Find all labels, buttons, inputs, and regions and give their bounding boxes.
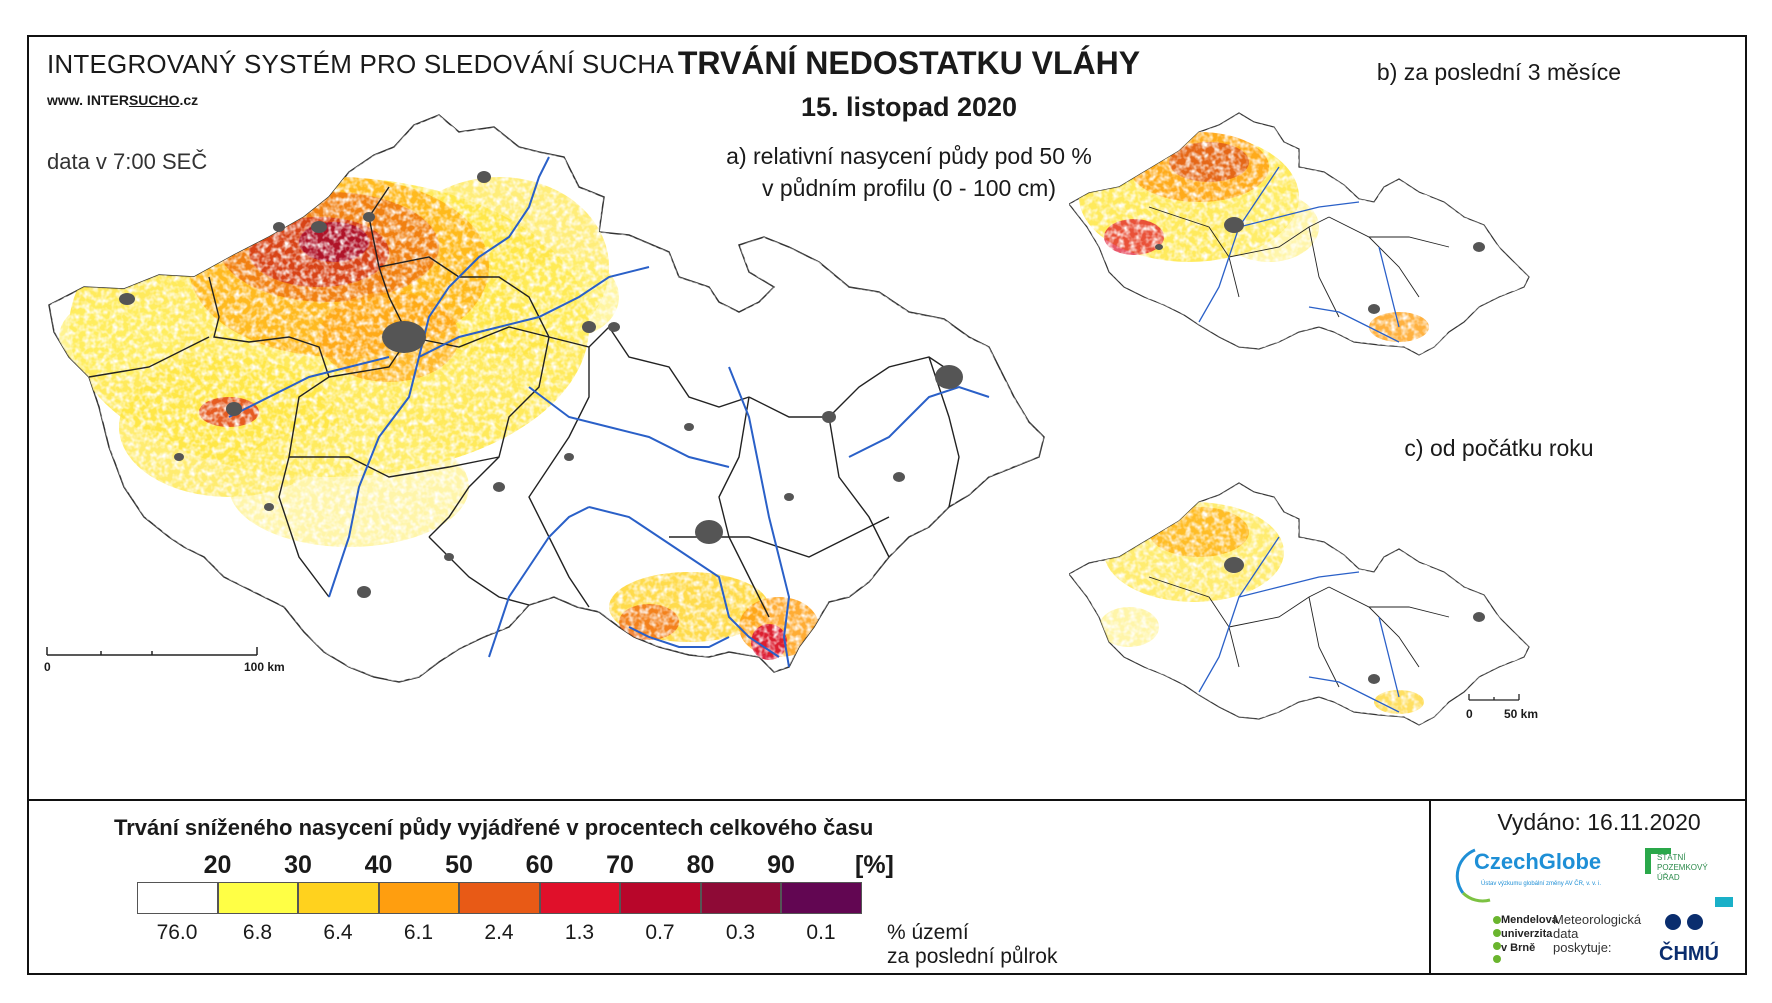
inset-c-map <box>1069 482 1530 726</box>
main-scale-end: 100 km <box>244 660 285 674</box>
legend-class-box <box>137 882 218 914</box>
met-credit-line1: Meteorologická <box>1553 912 1642 927</box>
legend-class-share: 2.4 <box>484 921 514 944</box>
legend-class-box <box>217 882 298 914</box>
chmu-logo: ČHMÚ <box>1659 943 1719 965</box>
legend-class-box <box>378 882 459 914</box>
spu-logo: STÁTNÍ POZEMKOVÝ ÚŘAD <box>1657 853 1708 883</box>
legend-threshold: 30 <box>284 851 312 879</box>
mendel-logo-line2: univerzita <box>1501 928 1553 940</box>
map-subtitle-line2: v půdním profilu (0 - 100 cm) <box>761 175 1056 201</box>
data-time-note: data v 7:00 SEČ <box>47 149 208 174</box>
legend-threshold: 60 <box>525 851 554 879</box>
legend-note-line1: % území <box>887 921 969 944</box>
legend-class-share: 6.4 <box>323 921 353 944</box>
inset-b-map <box>1069 112 1530 356</box>
spu-logo-line2: POZEMKOVÝ <box>1657 863 1708 872</box>
legend-threshold: 50 <box>445 851 473 879</box>
legend-threshold: 20 <box>203 851 232 879</box>
legend-class-share: 6.1 <box>403 921 434 944</box>
inset-b-title: b) za poslední 3 měsíce <box>1376 59 1622 85</box>
website-suffix: .cz <box>179 92 199 108</box>
website-link[interactable]: www. INTERSUCHO.cz <box>47 92 198 108</box>
legend-note-line2: za poslední půlrok <box>887 945 1058 968</box>
legend-threshold: 70 <box>606 851 634 879</box>
legend-class-share: 0.3 <box>725 921 756 944</box>
legend-class-box <box>700 882 781 914</box>
legend-title: Trvání sníženého nasycení půdy vyjádřené… <box>114 815 874 840</box>
spu-logo-line1: STÁTNÍ <box>1657 853 1686 862</box>
main-drought-map <box>46 114 1045 683</box>
main-scale-bar <box>46 647 258 656</box>
legend-class-box <box>459 882 540 914</box>
mendel-logo-line1: Mendelova <box>1501 914 1558 926</box>
rivers <box>228 156 990 668</box>
legend-class-box <box>298 882 379 914</box>
cities <box>119 171 963 598</box>
czechglobe-logo-subtitle: Ústav výzkumu globální změny AV ČR, v. v… <box>1481 881 1602 887</box>
spu-logo-line3: ÚŘAD <box>1657 873 1680 882</box>
inset-c-title: c) od počátku roku <box>1404 435 1594 461</box>
legend-threshold: 90 <box>767 851 795 879</box>
legend-class-share: 0.1 <box>806 921 836 944</box>
mendel-university-logo: Mendelova univerzita v Brně <box>1501 913 1558 955</box>
legend-class-share: 6.8 <box>242 921 273 944</box>
czechglobe-logo: CzechGlobe <box>1474 849 1602 874</box>
legend-class-share: 0.7 <box>645 921 675 944</box>
legend-class-box <box>781 882 862 914</box>
met-credit-line3: poskytuje: <box>1553 940 1612 955</box>
met-data-credit: Meteorologická data poskytuje: <box>1553 913 1641 955</box>
map-frame: INTEGROVANÝ SYSTÉM PRO SLEDOVÁNÍ SUCHA w… <box>27 35 1747 975</box>
legend-threshold: 40 <box>364 851 393 879</box>
legend-class-box <box>539 882 620 914</box>
website-highlight: SUCHO <box>128 92 180 108</box>
main-scale-start: 0 <box>44 660 51 674</box>
legend-class-share: 76.0 <box>156 921 198 944</box>
map-title: TRVÁNÍ NEDOSTATKU VLÁHY <box>677 45 1141 81</box>
legend-class-box <box>620 882 701 914</box>
inset-scale-end: 50 km <box>1504 707 1539 721</box>
system-title: INTEGROVANÝ SYSTÉM PRO SLEDOVÁNÍ SUCHA <box>47 49 674 79</box>
map-date: 15. listopad 2020 <box>800 92 1018 122</box>
issued-date: Vydáno: 16.11.2020 <box>1497 809 1701 835</box>
met-credit-line2: data <box>1553 926 1579 941</box>
mendel-logo-line3: v Brně <box>1501 942 1536 954</box>
legend-threshold: 80 <box>686 851 715 879</box>
inset-scale-start: 0 <box>1466 707 1473 721</box>
legend-divider <box>29 799 1745 801</box>
logo-divider <box>1429 799 1431 975</box>
logo-graphics <box>1455 848 1733 963</box>
map-subtitle-line1: a) relativní nasycení půdy pod 50 % <box>726 143 1092 169</box>
inset-scale-bar <box>1468 694 1520 701</box>
website-prefix: www. INTER <box>47 92 129 108</box>
legend-class-share: 1.3 <box>564 921 595 944</box>
legend-unit: [%] <box>855 851 894 879</box>
